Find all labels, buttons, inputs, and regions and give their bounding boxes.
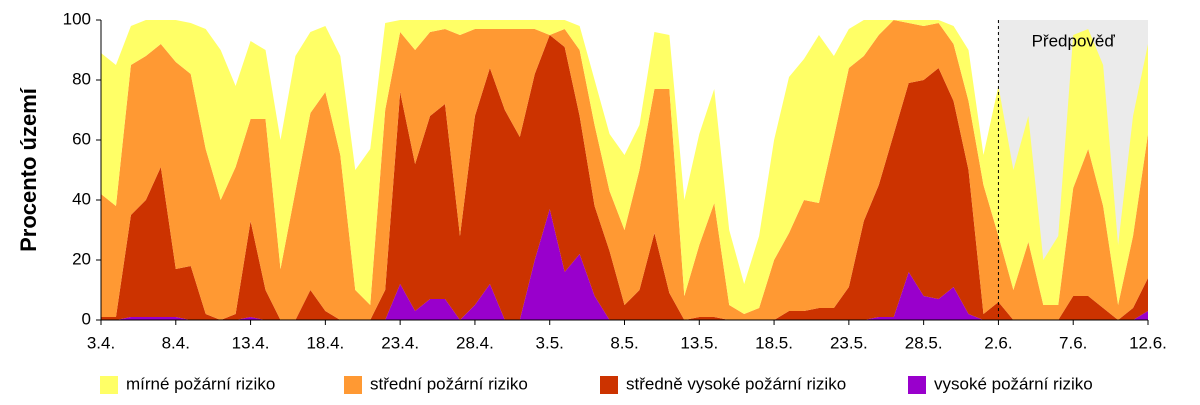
area (101, 35, 1148, 320)
y-tick-label: 80 (72, 69, 91, 88)
x-tick-label: 8.4. (162, 333, 190, 352)
y-tick-label: 20 (72, 249, 91, 268)
legend-label: střední požární riziko (370, 374, 528, 393)
x-tick-label: 8.5. (610, 333, 638, 352)
area (101, 20, 1148, 320)
x-tick-label: 2.6. (984, 333, 1012, 352)
x-tick-label: 3.5. (536, 333, 564, 352)
legend-swatch (908, 376, 926, 394)
x-tick-label: 13.4. (232, 333, 270, 352)
x-tick-label: 28.4. (456, 333, 494, 352)
legend-label: středně vysoké požární riziko (626, 374, 846, 393)
area (101, 20, 1148, 314)
legend-swatch (600, 376, 618, 394)
y-axis-title: Procento území (16, 87, 41, 252)
x-tick-label: 3.4. (87, 333, 115, 352)
x-tick-label: 13.5. (680, 333, 718, 352)
x-tick-label: 23.4. (381, 333, 419, 352)
legend-label: vysoké požární riziko (934, 374, 1093, 393)
x-tick-label: 28.5. (905, 333, 943, 352)
x-tick-label: 7.6. (1059, 333, 1087, 352)
x-tick-label: 23.5. (830, 333, 868, 352)
y-tick-label: 100 (63, 9, 91, 28)
y-tick-label: 40 (72, 189, 91, 208)
x-tick-label: 12.6. (1129, 333, 1167, 352)
x-tick-label: 18.4. (306, 333, 344, 352)
legend-swatch (100, 376, 118, 394)
legend-swatch (344, 376, 362, 394)
forecast-label: Předpověď (1032, 31, 1116, 50)
x-tick-label: 18.5. (755, 333, 793, 352)
legend-label: mírné požární riziko (126, 374, 275, 393)
y-tick-label: 0 (82, 309, 91, 328)
y-tick-label: 60 (72, 129, 91, 148)
